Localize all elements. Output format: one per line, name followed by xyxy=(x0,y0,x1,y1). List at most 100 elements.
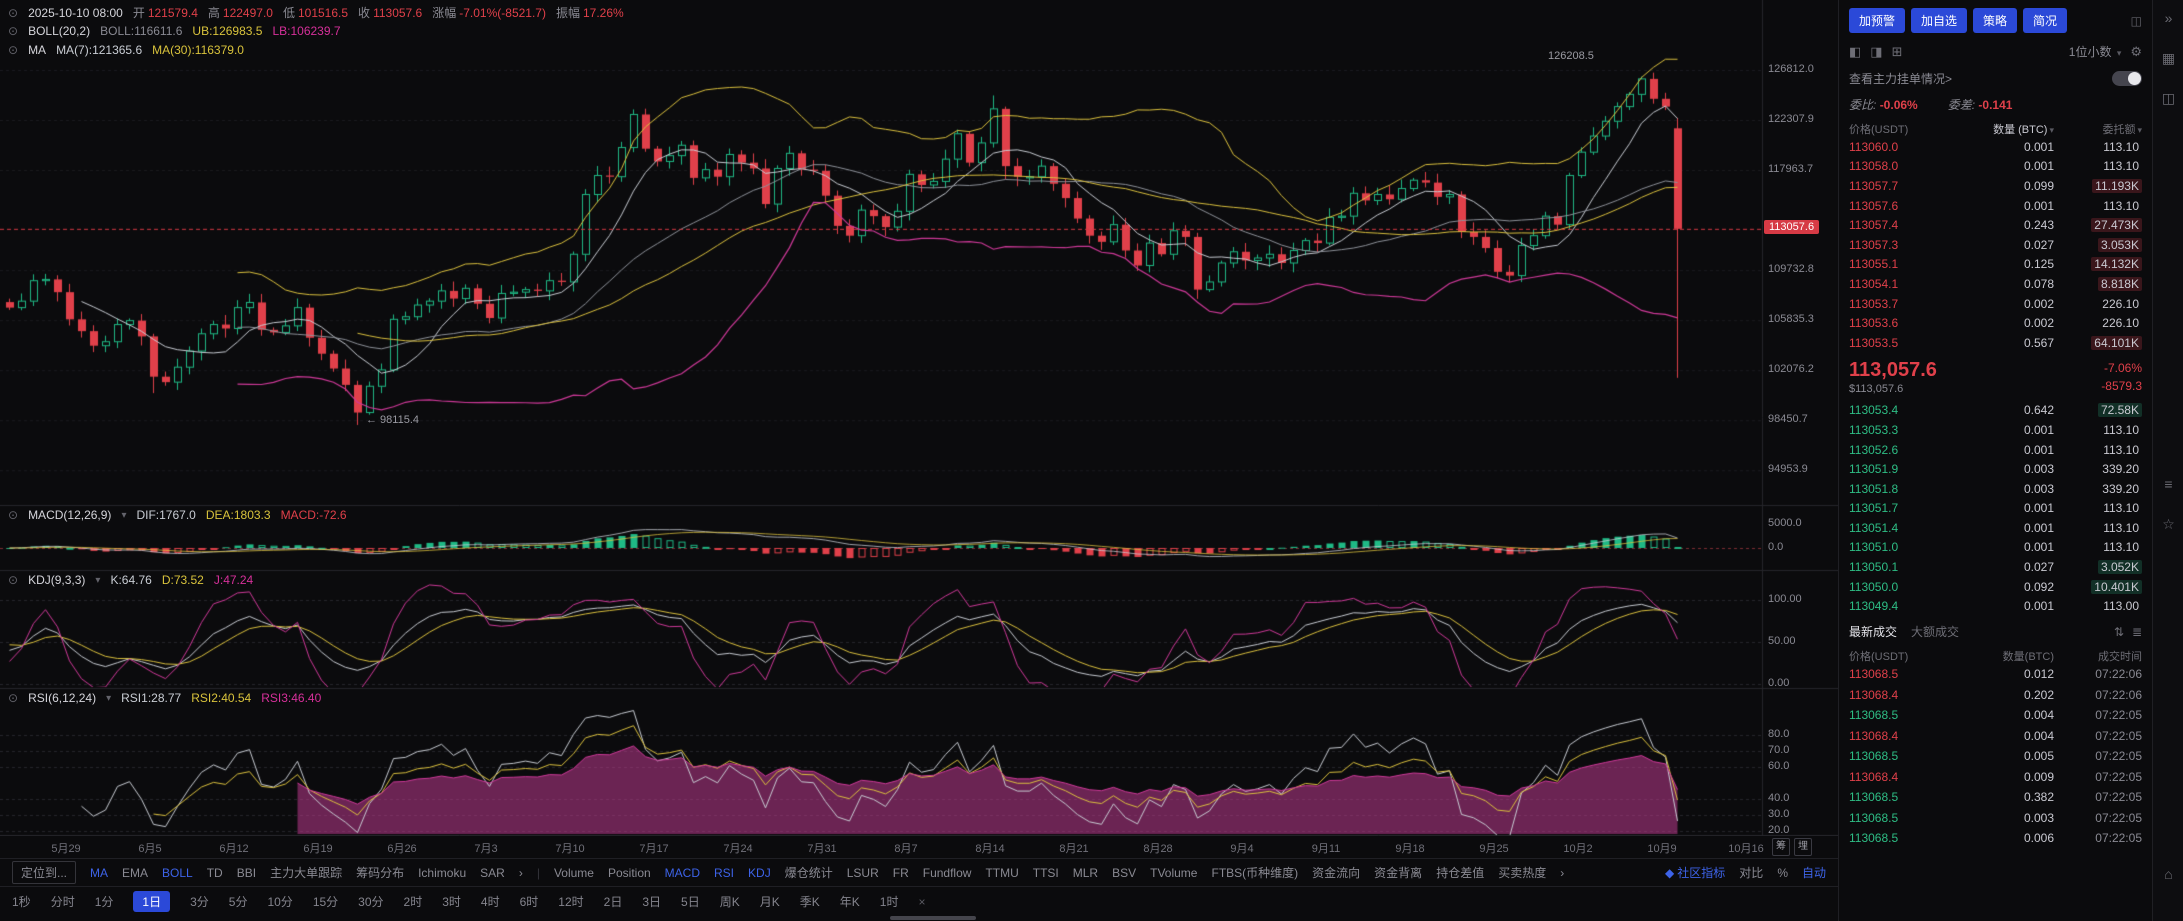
panel-icon[interactable]: ◫ xyxy=(2130,13,2142,28)
timeframe-item[interactable]: 15分 xyxy=(312,895,339,909)
indicator-item[interactable]: 资金背离 xyxy=(1374,866,1423,880)
grid-icon[interactable]: ▦ xyxy=(2161,50,2176,66)
brief-button[interactable]: 简况 xyxy=(2023,8,2068,33)
bid-row[interactable]: 113051.9 0.003 339.20 xyxy=(1849,462,2139,477)
amount-col-header[interactable]: 委托额 ▾ xyxy=(2102,124,2142,136)
ask-row[interactable]: 113053.6 0.002 226.10 xyxy=(1849,316,2139,331)
macd-legend[interactable]: ⊙ MACD(12,26,9) ▾ DIF:1767.0 DEA:1803.3 … xyxy=(8,508,347,522)
indicator-item[interactable]: BSV xyxy=(1112,865,1137,880)
swap-icon[interactable]: ⇅ xyxy=(2113,624,2124,639)
trade-row[interactable]: 113068.4 0.202 07:22:06 xyxy=(1849,687,2142,702)
trade-row[interactable]: 113068.5 0.012 07:22:06 xyxy=(1849,667,2142,682)
indicator-item[interactable]: FR xyxy=(892,865,909,880)
timeframe-item[interactable]: 4时 xyxy=(480,895,500,909)
indicator-item[interactable]: › xyxy=(518,865,523,880)
bid-row[interactable]: 113053.3 0.001 113.10 xyxy=(1849,422,2139,437)
indicator-item[interactable]: Fundflow xyxy=(922,865,972,880)
main-orders-link[interactable]: 查看主力挂单情况> xyxy=(1849,72,1953,86)
collapse-icon[interactable]: » xyxy=(2164,10,2173,26)
trade-row[interactable]: 113068.5 0.382 07:22:05 xyxy=(1849,790,2142,805)
tab-latest-trades[interactable]: 最新成交 xyxy=(1849,625,1898,640)
boll-legend[interactable]: ⊙ BOLL(20,2) BOLL:116611.6 UB:126983.5 L… xyxy=(8,24,341,38)
timeframe-item[interactable]: 5日 xyxy=(681,895,700,909)
decimal-precision-select[interactable]: 1位小数 ▾ xyxy=(2068,45,2122,59)
indicator-item[interactable]: 自动 xyxy=(1801,866,1826,880)
gear-icon[interactable]: ⚙ xyxy=(2130,43,2142,59)
add-favorite-button[interactable]: 加自选 xyxy=(1911,8,1968,33)
ask-row[interactable]: 113057.6 0.001 113.10 xyxy=(1849,198,2139,213)
trade-row[interactable]: 113068.4 0.009 07:22:05 xyxy=(1849,769,2142,784)
list-icon[interactable]: ≣ xyxy=(2131,624,2142,639)
trade-row[interactable]: 113068.5 0.003 07:22:05 xyxy=(1849,810,2142,825)
trade-row[interactable]: 113068.5 0.005 07:22:05 xyxy=(1849,749,2142,764)
list-icon[interactable]: ≡ xyxy=(2164,476,2173,492)
indicator-item[interactable]: TD xyxy=(206,865,223,880)
bid-row[interactable]: 113051.4 0.001 113.10 xyxy=(1849,520,2139,535)
ask-row[interactable]: 113060.0 0.001 113.10 xyxy=(1849,139,2139,154)
indicator-item[interactable]: LSUR xyxy=(846,865,879,880)
indicator-item[interactable]: 持仓差值 xyxy=(1436,866,1485,880)
timeframe-item[interactable]: 3时 xyxy=(442,895,461,909)
ask-row[interactable]: 113053.5 0.567 64.101K xyxy=(1849,333,2142,353)
indicator-item[interactable]: Volume xyxy=(553,865,594,880)
timeframe-item[interactable]: × xyxy=(918,894,926,909)
ambush-button[interactable]: 埋 xyxy=(1794,838,1812,856)
bid-row[interactable]: 113052.6 0.001 113.10 xyxy=(1849,442,2139,457)
timeframe-item[interactable]: 季K xyxy=(799,895,820,909)
bid-row[interactable]: 113051.0 0.001 113.10 xyxy=(1849,540,2139,555)
ask-row[interactable]: 113058.0 0.001 113.10 xyxy=(1849,159,2139,174)
ask-row[interactable]: 113057.4 0.243 27.473K xyxy=(1849,215,2142,235)
rsi-legend[interactable]: ⊙ RSI(6,12,24) ▾ RSI1:28.77 RSI2:40.54 R… xyxy=(8,691,321,705)
timeframe-item[interactable]: 分时 xyxy=(50,895,75,909)
bid-row[interactable]: 113050.1 0.027 3.052K xyxy=(1849,557,2142,577)
ask-row[interactable]: 113054.1 0.078 8.818K xyxy=(1849,274,2142,294)
ask-row[interactable]: 113053.7 0.002 226.10 xyxy=(1849,296,2139,311)
caret-down-icon[interactable]: ▾ xyxy=(121,509,127,521)
locate-button[interactable]: 定位到... xyxy=(12,861,77,884)
ma-legend[interactable]: ⊙ MA MA(7):121365.6 MA(30):116379.0 xyxy=(8,43,244,57)
timeframe-item[interactable]: 2时 xyxy=(403,895,423,909)
indicator-item[interactable]: Ichimoku xyxy=(418,865,467,880)
trade-row[interactable]: 113068.4 0.004 07:22:05 xyxy=(1849,728,2142,743)
indicator-item[interactable]: › xyxy=(1560,865,1565,880)
timeframe-item[interactable]: 1秒 xyxy=(12,895,31,909)
timeframe-item[interactable]: 2日 xyxy=(603,895,623,909)
indicator-item[interactable]: RSI xyxy=(714,865,735,880)
timeframe-item[interactable]: 3分 xyxy=(190,895,209,909)
bid-row[interactable]: 113053.4 0.642 72.58K xyxy=(1849,401,2142,421)
timeframe-item[interactable]: 1时 xyxy=(879,895,899,909)
timeframe-item[interactable]: 周K xyxy=(719,895,740,909)
trade-row[interactable]: 113068.5 0.004 07:22:05 xyxy=(1849,708,2142,723)
indicator-item[interactable]: % xyxy=(1777,865,1788,880)
layout-icon[interactable]: ◫ xyxy=(2161,90,2176,106)
indicator-item[interactable]: BOLL xyxy=(162,865,193,880)
kline-chart-canvas[interactable] xyxy=(0,0,1838,836)
ask-row[interactable]: 113057.7 0.099 11.193K xyxy=(1849,176,2142,196)
strategy-button[interactable]: 策略 xyxy=(1973,8,2018,33)
timeframe-item[interactable]: 12时 xyxy=(558,895,584,909)
kdj-legend[interactable]: ⊙ KDJ(9,3,3) ▾ K:64.76 D:73.52 J:47.24 xyxy=(8,573,253,587)
timeframe-item[interactable]: 1日 xyxy=(133,891,171,912)
timeframe-item[interactable]: 1分 xyxy=(94,895,114,909)
timeframe-item[interactable]: 年K xyxy=(839,895,860,909)
indicator-item[interactable]: TTSI xyxy=(1032,865,1059,880)
depth-layout-grid-icon[interactable]: ⊞ xyxy=(1891,43,1903,59)
ask-row[interactable]: 113057.3 0.027 3.053K xyxy=(1849,235,2142,255)
bid-row[interactable]: 113050.0 0.092 10.401K xyxy=(1849,577,2142,597)
timeframe-item[interactable]: 30分 xyxy=(358,895,384,909)
indicator-item[interactable]: KDJ xyxy=(748,865,771,880)
tab-large-trades[interactable]: 大额成交 xyxy=(1911,625,1960,640)
indicator-item[interactable]: BBI xyxy=(236,865,257,880)
depth-layout-right-icon[interactable]: ◨ xyxy=(1870,43,1883,59)
indicator-item[interactable]: MACD xyxy=(664,865,701,880)
indicator-item[interactable]: MA xyxy=(90,865,109,880)
indicator-item[interactable]: 买卖热度 xyxy=(1498,866,1547,880)
add-alert-button[interactable]: 加预警 xyxy=(1849,8,1906,33)
indicator-item[interactable]: EMA xyxy=(122,865,149,880)
indicator-item[interactable]: TVolume xyxy=(1150,865,1198,880)
trade-row[interactable]: 113068.5 0.006 07:22:05 xyxy=(1849,831,2142,846)
caret-down-icon[interactable]: ▾ xyxy=(106,692,112,704)
timeframe-item[interactable]: 3日 xyxy=(642,895,662,909)
timeframe-item[interactable]: 月K xyxy=(759,895,780,909)
indicator-item[interactable]: Position xyxy=(607,865,651,880)
